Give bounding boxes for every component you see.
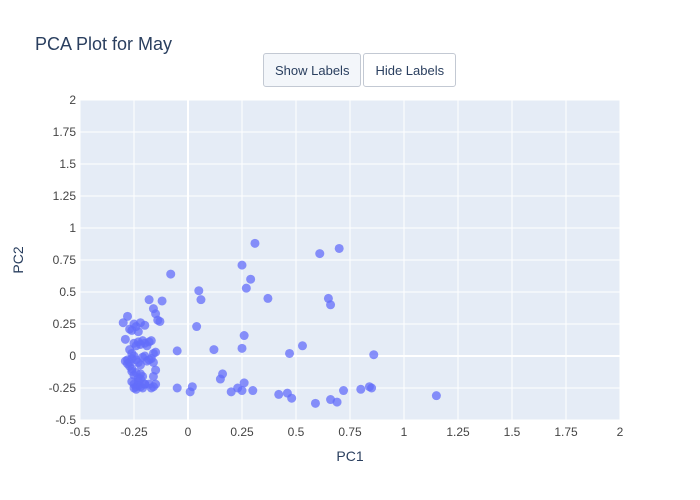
scatter-point[interactable] (248, 386, 258, 396)
scatter-point[interactable] (187, 382, 197, 392)
x-tick-label: -0.25 (120, 425, 148, 439)
scatter-point[interactable] (151, 365, 161, 375)
scatter-point[interactable] (166, 269, 176, 279)
scatter-point[interactable] (140, 320, 150, 330)
scatter-point[interactable] (135, 360, 145, 370)
scatter-point[interactable] (194, 286, 204, 296)
scatter-point[interactable] (239, 331, 249, 341)
scatter-point[interactable] (241, 283, 251, 293)
y-tick-label: -0.5 (55, 413, 76, 427)
scatter-point[interactable] (250, 238, 260, 248)
grid-lines (79, 99, 621, 421)
y-tick-label: 2 (69, 93, 76, 107)
x-axis-label: PC1 (336, 448, 363, 464)
scatter-point[interactable] (237, 343, 247, 353)
y-tick-label: 1.25 (53, 189, 77, 203)
x-tick-label: 1.25 (446, 425, 470, 439)
scatter-points[interactable] (118, 238, 441, 408)
scatter-point[interactable] (196, 295, 206, 305)
scatter-point[interactable] (151, 347, 161, 357)
scatter-point[interactable] (209, 345, 219, 355)
scatter-point[interactable] (172, 346, 182, 356)
label-toggle-toolbar: Show Labels Hide Labels (263, 53, 457, 87)
scatter-point[interactable] (310, 398, 320, 408)
scatter-point[interactable] (226, 387, 236, 397)
scatter-point[interactable] (285, 348, 295, 358)
tick-labels: -0.5 -0.25 0 0.25 0.5 0.75 1 1.25 1.5 1.75 2 -0.5 -0… (49, 93, 624, 439)
scatter-point[interactable] (192, 322, 202, 332)
chart-title: PCA Plot for May (35, 34, 172, 54)
scatter-point[interactable] (332, 397, 342, 407)
scatter-point[interactable] (431, 391, 441, 401)
hide-labels-button[interactable]: Hide Labels (363, 53, 457, 87)
y-tick-label: 1 (69, 221, 76, 235)
x-tick-label: 0.25 (230, 425, 254, 439)
y-tick-label: 0.25 (53, 317, 77, 331)
scatter-point[interactable] (334, 243, 344, 253)
scatter-point[interactable] (120, 334, 130, 344)
show-labels-button[interactable]: Show Labels (263, 53, 362, 87)
x-tick-label: 2 (617, 425, 624, 439)
scatter-point[interactable] (148, 382, 158, 392)
scatter-point[interactable] (326, 300, 336, 310)
scatter-point[interactable] (263, 293, 273, 303)
scatter-point[interactable] (356, 384, 366, 394)
x-tick-label: -0.5 (70, 425, 91, 439)
x-tick-label: 0.5 (288, 425, 305, 439)
scatter-point[interactable] (118, 318, 128, 328)
scatter-point[interactable] (172, 383, 182, 393)
y-tick-label: -0.25 (49, 381, 77, 395)
scatter-point[interactable] (218, 369, 228, 379)
scatter-point[interactable] (144, 295, 154, 305)
y-tick-label: 1.5 (59, 157, 76, 171)
scatter-point[interactable] (148, 357, 158, 367)
y-tick-label: 0.5 (59, 285, 76, 299)
scatter-point[interactable] (133, 327, 143, 337)
scatter-point[interactable] (155, 316, 165, 326)
scatter-point[interactable] (339, 386, 349, 396)
x-tick-label: 0.75 (338, 425, 362, 439)
y-tick-label: 0 (69, 349, 76, 363)
scatter-point[interactable] (123, 311, 133, 321)
scatter-point[interactable] (287, 393, 297, 403)
x-tick-label: 1.5 (504, 425, 521, 439)
scatter-point[interactable] (237, 260, 247, 270)
x-tick-label: 1 (401, 425, 408, 439)
scatter-point[interactable] (246, 274, 256, 284)
scatter-point[interactable] (274, 389, 284, 399)
scatter-point[interactable] (367, 383, 377, 393)
x-tick-label: 0 (185, 425, 192, 439)
scatter-point[interactable] (369, 350, 379, 360)
scatter-point[interactable] (146, 336, 156, 346)
scatter-point[interactable] (157, 296, 167, 306)
scatter-point[interactable] (127, 364, 137, 374)
y-axis-label: PC2 (10, 246, 26, 273)
x-tick-label: 1.75 (554, 425, 578, 439)
scatter-point[interactable] (297, 341, 307, 351)
y-tick-label: 0.75 (53, 253, 77, 267)
y-tick-label: 1.75 (53, 125, 77, 139)
scatter-point[interactable] (239, 378, 249, 388)
scatter-point[interactable] (315, 249, 325, 259)
scatter-point[interactable] (237, 386, 247, 396)
